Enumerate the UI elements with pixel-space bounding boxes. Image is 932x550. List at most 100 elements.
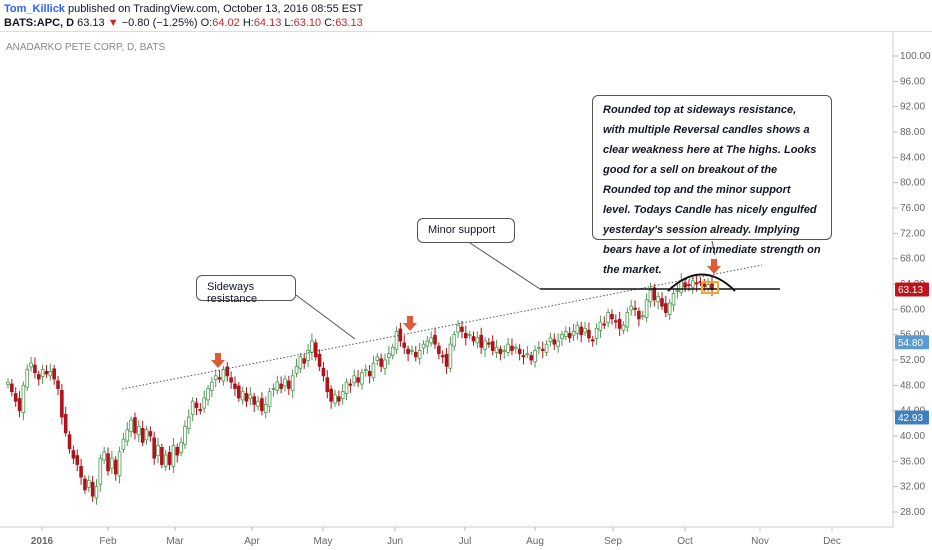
candle <box>479 327 483 354</box>
candle-body <box>394 331 399 350</box>
low-price-tag-box <box>895 410 929 425</box>
candle <box>648 282 653 308</box>
candle <box>240 386 245 405</box>
candle <box>121 432 126 454</box>
candle <box>529 351 533 365</box>
candle <box>621 321 626 335</box>
candle <box>417 342 422 365</box>
candle <box>640 310 645 321</box>
candle-body <box>594 327 599 339</box>
candle-body <box>687 284 691 287</box>
low-price-tag-text: 42.93 <box>898 413 923 424</box>
candle-body <box>510 345 514 351</box>
candle <box>564 326 568 341</box>
price-tick-label: 96.00 <box>900 76 925 87</box>
rounded-top-callout[interactable]: Rounded top at sideways resistance, with… <box>592 95 832 276</box>
candle-body <box>606 312 610 324</box>
candle <box>129 416 133 438</box>
candle-body <box>579 326 584 336</box>
candle-body <box>483 340 487 350</box>
candle-body <box>706 284 710 289</box>
candle <box>271 383 276 397</box>
candle-body <box>529 355 533 361</box>
candle-body <box>614 320 618 323</box>
candle <box>383 353 387 375</box>
candle-body <box>406 348 410 355</box>
candle <box>413 346 418 362</box>
candle-body <box>317 353 322 367</box>
candle-body <box>621 324 626 331</box>
time-tick-label: Aug <box>526 536 544 547</box>
candle <box>156 437 160 464</box>
candles <box>6 273 714 505</box>
candle-body <box>63 414 68 434</box>
candle-body <box>33 364 37 374</box>
candle <box>598 315 603 338</box>
time-tick-label: Feb <box>99 536 117 547</box>
candle <box>406 345 410 362</box>
candle <box>344 378 349 401</box>
candle <box>256 396 260 411</box>
candle-body <box>310 340 314 353</box>
candle-body <box>267 391 272 407</box>
candle-body <box>133 417 137 434</box>
candle-body <box>79 465 83 478</box>
price-tick-label: 60.00 <box>900 304 925 315</box>
candle <box>287 375 291 396</box>
candle <box>637 307 641 327</box>
candle <box>279 376 283 394</box>
candle-body <box>48 370 53 377</box>
candle-body <box>94 486 99 499</box>
candle-body <box>360 372 364 385</box>
candle <box>321 361 326 382</box>
candle-body <box>514 346 518 349</box>
candle-body <box>260 398 264 412</box>
price-tick-label: 88.00 <box>900 127 925 138</box>
candle-body <box>10 383 14 393</box>
candle <box>190 397 195 422</box>
candle <box>44 365 49 378</box>
candle-body <box>387 353 391 358</box>
price-tick-label: 32.00 <box>900 482 925 493</box>
candle <box>29 356 33 372</box>
candle <box>421 340 426 355</box>
candle <box>594 323 599 346</box>
candle <box>106 447 110 476</box>
candle <box>63 406 68 437</box>
author-link[interactable]: Tom_Killick <box>4 3 65 15</box>
arrow-head <box>211 360 225 368</box>
drawings[interactable] <box>121 240 780 390</box>
candle <box>163 449 168 472</box>
sideways-resistance-callout[interactable]: Sideways resistance <box>196 275 296 305</box>
candle-body <box>40 369 45 377</box>
candle-body <box>552 339 557 345</box>
candle <box>183 420 187 449</box>
candle-body <box>333 394 337 404</box>
candle <box>94 479 99 505</box>
candle-body <box>29 362 33 368</box>
candle <box>260 392 264 416</box>
candle-body <box>325 377 330 393</box>
candle-body <box>429 337 433 344</box>
candle <box>52 365 56 385</box>
candle <box>644 293 649 323</box>
publish-info: Tom_Killick published on TradingView.com… <box>4 3 363 15</box>
minor-support-callout[interactable]: Minor support <box>417 218 515 243</box>
candle <box>437 342 441 360</box>
candle-body <box>348 383 353 386</box>
candle-body <box>456 324 460 333</box>
candle <box>590 335 595 347</box>
candle-body <box>479 334 483 348</box>
candle <box>187 409 191 435</box>
candle-body <box>90 481 95 497</box>
candle-body <box>448 343 453 369</box>
candle-body <box>60 389 64 418</box>
candle-body <box>113 459 118 475</box>
candle <box>514 343 518 354</box>
candle-body <box>25 369 30 388</box>
candle-body <box>271 388 276 390</box>
candle <box>579 322 584 343</box>
candle-body <box>487 342 491 345</box>
candle <box>337 390 341 406</box>
time-axis[interactable]: 2016 Feb Mar Apr May Jun Jul Aug Sep Oct Nov Dec <box>31 527 841 547</box>
